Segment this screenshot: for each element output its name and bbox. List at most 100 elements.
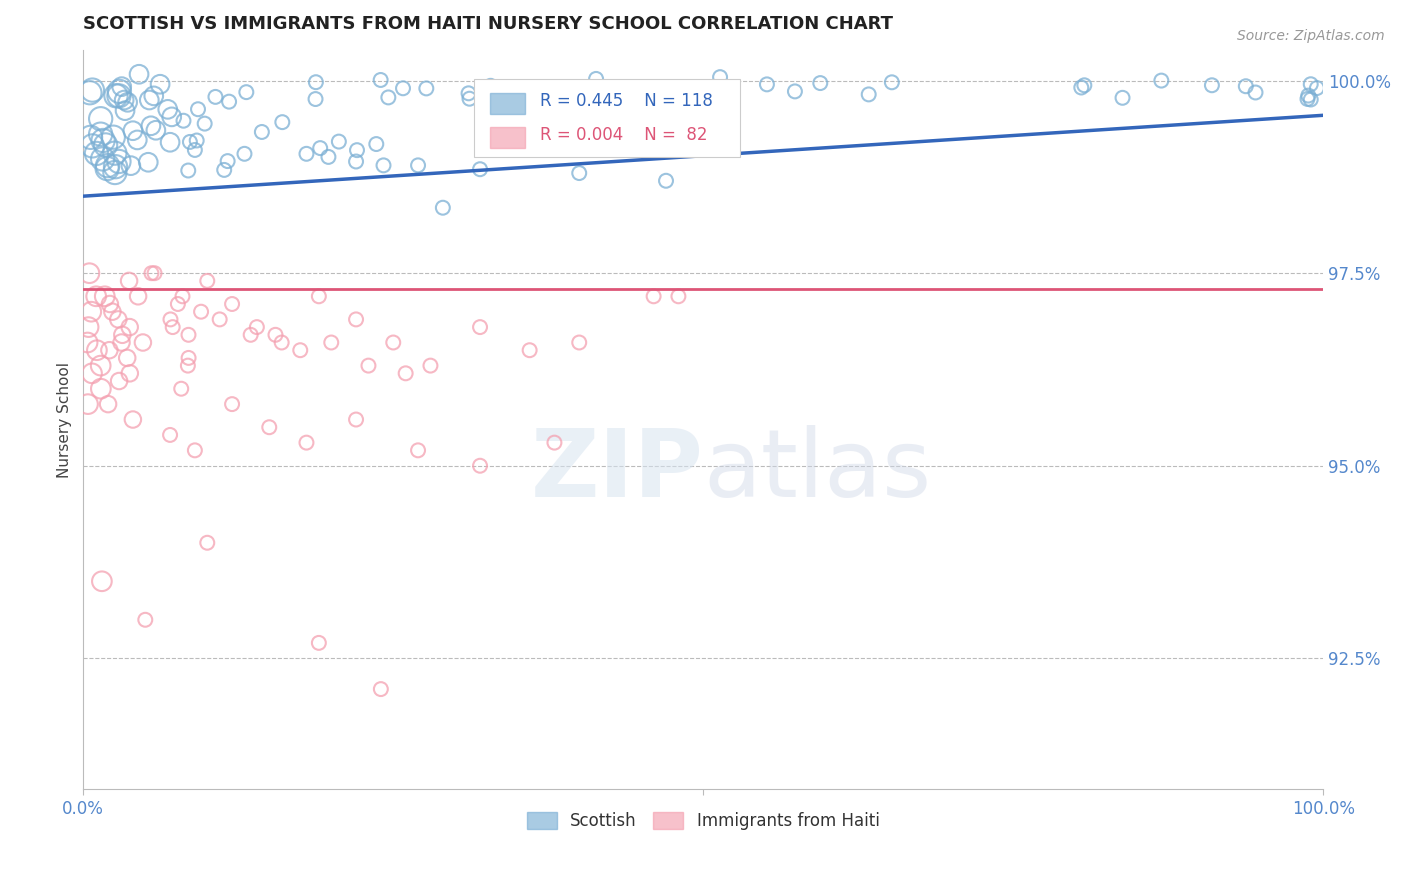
Point xyxy=(111,327,134,342)
Point xyxy=(177,351,200,365)
Point xyxy=(184,143,207,157)
Point xyxy=(212,162,235,177)
Point xyxy=(159,135,181,149)
Text: ZIP: ZIP xyxy=(530,425,703,517)
Point xyxy=(204,90,226,104)
Point xyxy=(295,435,318,450)
Point xyxy=(1201,78,1223,93)
Point xyxy=(235,85,257,99)
Point xyxy=(108,154,131,169)
Point xyxy=(108,374,131,388)
Point xyxy=(118,367,141,381)
Point xyxy=(127,133,149,147)
Point xyxy=(1073,78,1095,93)
Point xyxy=(643,289,665,303)
Point xyxy=(357,359,380,373)
Point xyxy=(1111,91,1133,105)
Point xyxy=(128,67,150,81)
Point xyxy=(668,289,690,303)
Point xyxy=(84,289,107,303)
Point xyxy=(195,274,218,288)
Point xyxy=(858,87,880,102)
Point xyxy=(479,78,502,93)
Point xyxy=(481,87,503,101)
Point xyxy=(110,335,132,350)
Point xyxy=(259,420,281,434)
Point xyxy=(218,95,240,109)
Point xyxy=(172,289,194,303)
Point xyxy=(160,110,183,124)
Point xyxy=(1150,73,1173,87)
Point xyxy=(194,117,217,131)
Point xyxy=(79,266,101,280)
Point xyxy=(82,139,104,153)
FancyBboxPatch shape xyxy=(474,79,741,157)
Point xyxy=(195,535,218,549)
Point xyxy=(76,335,98,350)
Point xyxy=(1070,80,1092,95)
Point xyxy=(177,327,200,342)
Point xyxy=(149,77,172,91)
Point xyxy=(90,127,112,141)
Text: R = 0.004    N =  82: R = 0.004 N = 82 xyxy=(540,127,707,145)
Point xyxy=(86,146,108,161)
Point xyxy=(366,136,388,151)
Point xyxy=(190,304,212,318)
Point xyxy=(80,367,103,381)
Point xyxy=(98,297,121,311)
Text: Source: ZipAtlas.com: Source: ZipAtlas.com xyxy=(1237,29,1385,43)
Point xyxy=(96,161,118,176)
Point xyxy=(98,343,121,358)
Point xyxy=(373,158,395,172)
Bar xyxy=(489,93,526,113)
Point xyxy=(145,123,167,137)
Point xyxy=(127,289,149,303)
Point xyxy=(217,154,239,169)
Point xyxy=(392,81,415,95)
Point xyxy=(108,84,131,98)
Point xyxy=(568,166,591,180)
Point xyxy=(655,174,678,188)
Point xyxy=(270,335,292,350)
Point xyxy=(304,92,326,106)
Point xyxy=(395,367,418,381)
Point xyxy=(406,443,429,458)
Point xyxy=(173,113,195,128)
Point xyxy=(91,134,114,148)
Point xyxy=(1244,86,1267,100)
Point xyxy=(457,87,479,101)
Point xyxy=(142,88,165,103)
Point xyxy=(208,312,231,326)
Point xyxy=(86,343,108,358)
Point xyxy=(96,159,118,173)
Point xyxy=(468,162,491,177)
Point xyxy=(239,327,262,342)
Point xyxy=(104,88,127,103)
Point xyxy=(370,73,392,87)
Point xyxy=(122,124,145,138)
Point xyxy=(233,146,256,161)
Point xyxy=(94,137,117,152)
Point xyxy=(159,428,181,442)
Point xyxy=(543,435,565,450)
Point xyxy=(406,158,429,172)
Point xyxy=(1234,79,1257,94)
Point xyxy=(122,412,145,426)
Point xyxy=(177,163,200,178)
Point xyxy=(79,130,101,145)
Point xyxy=(138,93,160,107)
Point xyxy=(132,335,155,350)
Point xyxy=(104,146,127,161)
Point xyxy=(1296,92,1319,106)
Point xyxy=(346,143,368,157)
Point xyxy=(468,458,491,473)
Point xyxy=(1299,93,1322,107)
Point xyxy=(91,152,114,166)
Point xyxy=(1299,77,1322,91)
Point xyxy=(246,320,269,334)
Point xyxy=(1298,88,1320,103)
Point xyxy=(159,312,181,326)
Point xyxy=(90,574,112,589)
Point xyxy=(271,115,294,129)
Point xyxy=(115,351,138,365)
